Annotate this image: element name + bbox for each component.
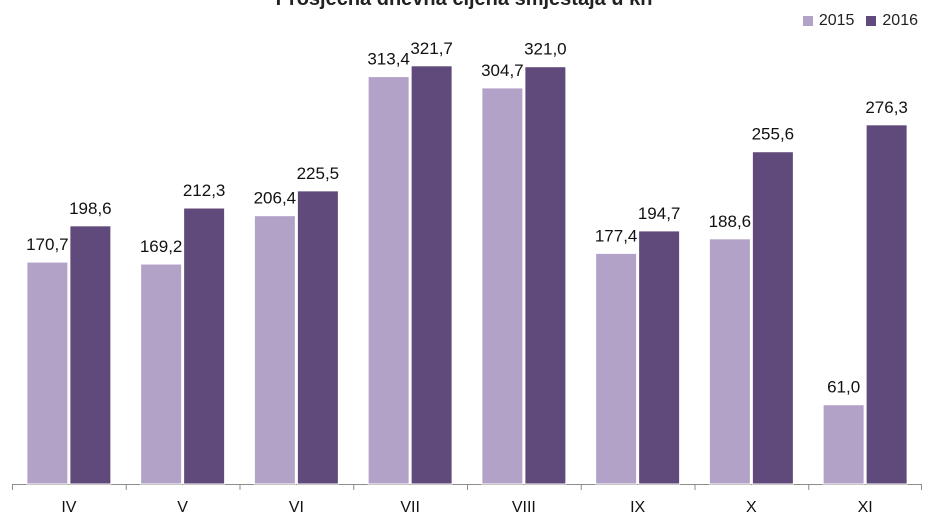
x-tick-label-VII: VII xyxy=(400,499,420,516)
data-label-2015-IX: 177,4 xyxy=(595,226,638,245)
x-tick-label-XI: XI xyxy=(858,499,873,516)
bar-2016-V xyxy=(183,207,226,485)
bar-2015-V xyxy=(140,263,183,485)
data-label-2016-VIII: 321,0 xyxy=(524,40,567,59)
data-label-2016-XI: 276,3 xyxy=(865,98,908,117)
data-label-2016-IV: 198,6 xyxy=(69,199,112,218)
bar-2016-IV xyxy=(69,225,112,485)
legend-swatch-2015 xyxy=(802,16,813,26)
data-label-2015-VIII: 304,7 xyxy=(481,61,524,80)
data-label-2015-VII: 313,4 xyxy=(367,50,410,69)
bar-2015-XI xyxy=(822,404,865,485)
bar-2015-VII xyxy=(367,76,410,485)
x-tick-label-VIII: VIII xyxy=(512,499,536,516)
x-tick-label-X: X xyxy=(746,499,757,516)
bar-2015-IX xyxy=(595,252,638,485)
data-label-2015-X: 188,6 xyxy=(709,212,752,231)
data-label-2016-X: 255,6 xyxy=(752,125,795,144)
x-tick-label-V: V xyxy=(177,499,188,516)
chart-title: Prosječna dnevna cijena smještaja u kn xyxy=(0,0,928,11)
legend-swatch-2016 xyxy=(866,16,877,26)
data-label-2015-XI: 61,0 xyxy=(827,378,860,397)
bar-2016-VII xyxy=(410,65,453,485)
bar-2015-X xyxy=(708,238,751,485)
bar-2015-VI xyxy=(253,215,296,485)
bar-2015-VIII xyxy=(481,87,524,485)
bar-2016-VI xyxy=(296,190,339,485)
legend-label-2016: 2016 xyxy=(882,12,918,29)
x-tick-label-IV: IV xyxy=(61,499,76,516)
legend-item-2016: 2016 xyxy=(866,12,918,30)
bar-2016-VIII xyxy=(524,66,567,485)
bar-2016-X xyxy=(751,151,794,485)
legend-item-2015: 2015 xyxy=(802,12,855,30)
legend: 2015 2016 xyxy=(802,12,918,30)
data-label-2015-VI: 206,4 xyxy=(254,189,297,208)
bar-2015-IV xyxy=(26,261,69,485)
x-tick-label-IX: IX xyxy=(630,499,645,516)
x-tick-label-VI: VI xyxy=(289,499,304,516)
data-label-2016-IX: 194,7 xyxy=(638,204,681,223)
data-label-2015-V: 169,2 xyxy=(140,237,183,256)
data-label-2015-IV: 170,7 xyxy=(26,235,69,254)
bar-2016-XI xyxy=(865,124,908,485)
data-label-2016-V: 212,3 xyxy=(183,181,226,200)
bar-2016-IX xyxy=(638,230,681,485)
data-label-2016-VI: 225,5 xyxy=(297,164,340,183)
legend-label-2015: 2015 xyxy=(818,12,855,29)
data-label-2016-VII: 321,7 xyxy=(410,39,453,58)
